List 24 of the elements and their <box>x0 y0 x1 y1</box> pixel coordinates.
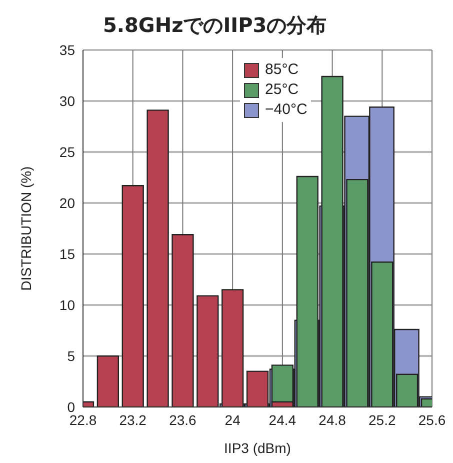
x-tick-label: 24 <box>224 412 241 428</box>
y-tick-label: 10 <box>59 296 76 313</box>
bar <box>146 110 169 407</box>
y-tick-label: 35 <box>59 42 76 58</box>
bar <box>96 355 120 407</box>
y-tick-label: 30 <box>59 92 76 109</box>
y-tick-label: 20 <box>59 194 76 211</box>
y-tick-label: 25 <box>59 144 76 160</box>
x-tick-label: 25.2 <box>368 412 396 428</box>
x-tick-label: 24.4 <box>268 412 296 428</box>
bar <box>122 185 144 407</box>
y-tick-label: 5 <box>67 348 76 364</box>
x-tick-label: 23.2 <box>119 412 147 428</box>
bar <box>172 234 194 407</box>
legend-label: −40°C <box>265 100 308 120</box>
y-tick-label: 15 <box>59 246 76 262</box>
x-tick-label: 24.8 <box>318 412 346 428</box>
x-tick-label: 25.6 <box>418 412 446 428</box>
x-axis-title: IIP3 (dBm) <box>224 440 291 456</box>
legend-label: 85°C <box>265 60 299 80</box>
chart-title: 5.8GHzでのIIP3の分布 <box>103 12 327 39</box>
y-axis-title: DISTRIBUTION (%) <box>18 166 34 291</box>
x-tick-label: 23.6 <box>169 412 197 428</box>
legend-label: 25°C <box>265 80 299 100</box>
